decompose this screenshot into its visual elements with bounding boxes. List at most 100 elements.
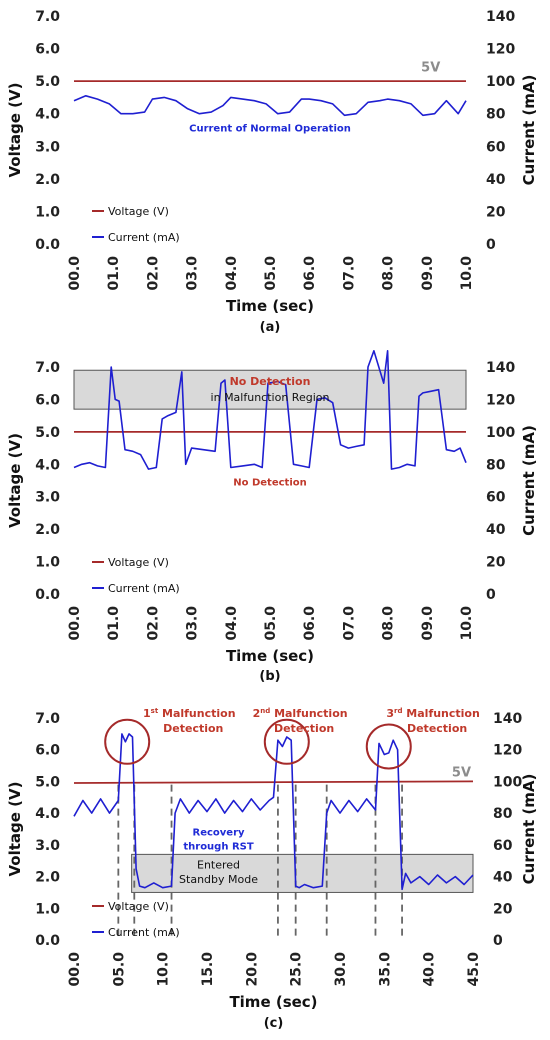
x-axis-title: Time (sec) bbox=[226, 647, 314, 665]
y-tick-left: 6.0 bbox=[35, 42, 60, 58]
x-axis-title: Time (sec) bbox=[226, 297, 314, 315]
y-axis-title-right: Current (mA) bbox=[520, 774, 538, 885]
panel-label: (b) bbox=[259, 669, 280, 684]
x-tick: 05.0 bbox=[263, 606, 279, 641]
x-tick: 00.0 bbox=[67, 952, 83, 987]
panel-label: (a) bbox=[260, 320, 281, 335]
y-tick-right: 60 bbox=[486, 139, 506, 155]
x-tick: 02.0 bbox=[145, 606, 161, 641]
y-axis-title-left: Voltage (V) bbox=[6, 83, 24, 178]
voltage-level-label: 5V bbox=[452, 766, 471, 781]
y-tick-left: 1.0 bbox=[35, 555, 60, 571]
y-tick-right: 60 bbox=[493, 838, 513, 854]
y-tick-left: 3.0 bbox=[35, 838, 60, 854]
y-tick-right: 0 bbox=[493, 933, 503, 949]
x-tick: 30.0 bbox=[333, 952, 349, 987]
detection-text: Malfunction bbox=[402, 707, 479, 720]
y-axis-title-right: Current (mA) bbox=[520, 425, 538, 536]
x-tick: 08.0 bbox=[381, 256, 397, 291]
chart-panel-0: 0.0 1.0 2.0 3.0 4.0 5.0 6.0 7.0 0 20 40 60 80 100 120 1… bbox=[6, 9, 538, 335]
legend-entry: Current (mA) bbox=[108, 926, 180, 939]
current-series-line bbox=[73, 733, 474, 891]
x-tick: 02.0 bbox=[145, 256, 161, 291]
x-tick: 10.0 bbox=[459, 606, 475, 641]
y-tick-right: 100 bbox=[493, 774, 522, 790]
y-tick-left: 4.0 bbox=[35, 457, 60, 473]
voltage-series-line bbox=[73, 780, 474, 784]
chart-panel-1: 0.0 1.0 2.0 3.0 4.0 5.0 6.0 7.0 0 20 40 60 80 100 120 1… bbox=[6, 349, 538, 684]
y-tick-right: 80 bbox=[493, 806, 513, 822]
detection-label: 3rd Malfunction bbox=[386, 707, 479, 720]
y-tick-right: 0 bbox=[486, 587, 496, 603]
x-tick: 06.0 bbox=[302, 606, 318, 641]
current-series-line bbox=[73, 95, 467, 117]
region-subtitle: in Malfunction Region bbox=[211, 391, 330, 404]
x-tick: 05.0 bbox=[263, 256, 279, 291]
x-tick: 07.0 bbox=[341, 606, 357, 641]
y-tick-right: 20 bbox=[493, 901, 513, 917]
detection-ordinal-suffix: st bbox=[151, 707, 159, 715]
chart-panel-2: 0.0 1.0 2.0 3.0 4.0 5.0 6.0 7.0 0 20 40 60 80 100 120 1… bbox=[6, 707, 538, 1031]
y-tick-right: 120 bbox=[493, 743, 522, 759]
legend-entry: Voltage (V) bbox=[108, 900, 169, 913]
x-tick: 40.0 bbox=[422, 952, 438, 987]
x-tick: 20.0 bbox=[244, 952, 260, 987]
y-tick-left: 7.0 bbox=[35, 9, 60, 25]
y-tick-right: 40 bbox=[486, 522, 506, 538]
current-series-line bbox=[73, 349, 467, 470]
x-tick: 06.0 bbox=[302, 256, 318, 291]
x-tick: 35.0 bbox=[377, 952, 393, 987]
legend-entry: Current (mA) bbox=[108, 582, 180, 595]
standby-label-line2: Standby Mode bbox=[179, 873, 258, 886]
y-tick-left: 4.0 bbox=[35, 107, 60, 123]
detection-ordinal: 3 bbox=[386, 707, 394, 720]
y-tick-left: 3.0 bbox=[35, 490, 60, 506]
x-tick: 04.0 bbox=[224, 606, 240, 641]
y-tick-right: 20 bbox=[486, 204, 506, 220]
detection-text: Malfunction bbox=[270, 707, 347, 720]
y-tick-left: 1.0 bbox=[35, 204, 60, 220]
y-tick-left: 5.0 bbox=[35, 774, 60, 790]
detection-label-line2: Detection bbox=[407, 722, 467, 735]
legend-entry: Current (mA) bbox=[108, 231, 180, 244]
no-detection-label: No Detection bbox=[233, 477, 307, 488]
x-tick: 08.0 bbox=[381, 606, 397, 641]
y-tick-right: 80 bbox=[486, 457, 506, 473]
detection-circle bbox=[104, 718, 151, 765]
x-tick: 07.0 bbox=[341, 256, 357, 291]
region-title: No Detection bbox=[230, 375, 311, 388]
y-tick-right: 0 bbox=[486, 237, 496, 253]
y-tick-left: 5.0 bbox=[35, 74, 60, 90]
y-tick-left: 7.0 bbox=[35, 360, 60, 376]
detection-ordinal: 1 bbox=[143, 707, 151, 720]
detection-ordinal-suffix: nd bbox=[260, 707, 270, 715]
detection-label-line2: Detection bbox=[274, 722, 334, 735]
y-tick-right: 140 bbox=[486, 9, 515, 25]
standby-label: Entered bbox=[197, 859, 240, 872]
legend-entry: Voltage (V) bbox=[108, 556, 169, 569]
y-tick-left: 0.0 bbox=[35, 237, 60, 253]
y-tick-right: 120 bbox=[486, 392, 515, 408]
detection-circle bbox=[263, 718, 310, 765]
y-tick-right: 80 bbox=[486, 107, 506, 123]
y-tick-left: 1.0 bbox=[35, 901, 60, 917]
y-tick-left: 2.0 bbox=[35, 522, 60, 538]
y-tick-left: 5.0 bbox=[35, 425, 60, 441]
y-tick-left: 2.0 bbox=[35, 870, 60, 886]
y-tick-left: 7.0 bbox=[35, 711, 60, 727]
y-tick-right: 60 bbox=[486, 490, 506, 506]
x-tick: 10.0 bbox=[156, 952, 172, 987]
detection-label: 1st Malfunction bbox=[143, 707, 236, 720]
x-tick: 01.0 bbox=[106, 256, 122, 291]
x-tick: 05.0 bbox=[111, 952, 127, 987]
detection-circle bbox=[365, 723, 412, 770]
y-tick-right: 20 bbox=[486, 555, 506, 571]
x-axis-title: Time (sec) bbox=[229, 993, 317, 1011]
y-tick-right: 40 bbox=[493, 870, 513, 886]
y-tick-left: 6.0 bbox=[35, 743, 60, 759]
recovery-label: Recovery bbox=[193, 827, 246, 838]
y-axis-title-right: Current (mA) bbox=[520, 75, 538, 186]
x-tick: 01.0 bbox=[106, 606, 122, 641]
y-tick-right: 100 bbox=[486, 74, 515, 90]
